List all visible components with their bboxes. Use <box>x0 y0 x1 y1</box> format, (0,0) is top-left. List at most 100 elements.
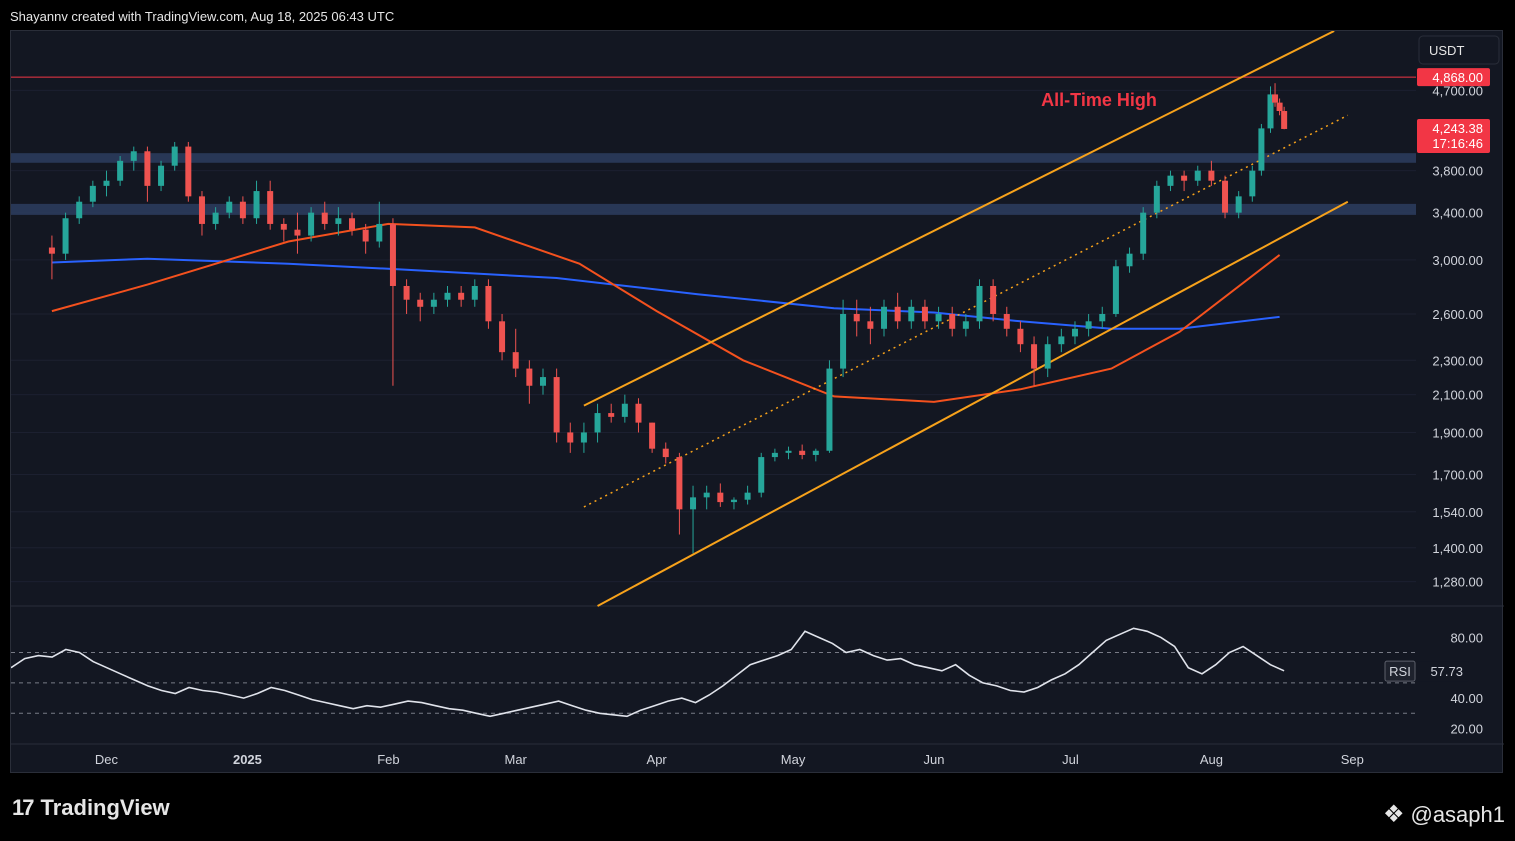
candle-body <box>158 165 165 186</box>
rsi-value-badge <box>1417 661 1469 682</box>
chart-credit: Shayannv created with TradingView.com, A… <box>10 9 395 24</box>
candle-body <box>1272 94 1279 103</box>
candle-body <box>239 201 246 219</box>
candle-body <box>171 146 178 166</box>
rsi-pane: 80.00 40.00 20.00 RSI 57.73 <box>10 627 1483 736</box>
candle-body <box>1167 175 1174 186</box>
price-tick-label: 2,300.00 <box>1432 353 1483 368</box>
candle-body <box>867 321 874 329</box>
time-tick-label: Sep <box>1341 752 1364 767</box>
ath-price-label: 4,868.00 <box>1432 70 1483 85</box>
channel-mid-line <box>583 114 1349 508</box>
candle-body <box>962 321 969 329</box>
candle-body <box>1112 266 1119 314</box>
candle-body <box>471 285 478 300</box>
candle-body <box>362 229 369 242</box>
candle-body <box>608 413 615 417</box>
rsi-line <box>10 627 1285 718</box>
candle-body <box>908 306 915 322</box>
candle-body <box>1281 111 1288 129</box>
candle-body <box>990 285 997 314</box>
time-tick-label: Jun <box>924 752 945 767</box>
candle-body <box>308 212 315 236</box>
candle-body <box>1258 128 1265 171</box>
candle-body <box>1017 328 1024 345</box>
candle-body <box>1140 212 1147 254</box>
candle-body <box>430 299 437 307</box>
candle-body <box>1194 170 1201 181</box>
candle-body <box>267 191 274 224</box>
time-tick-label: May <box>781 752 806 767</box>
price-chart[interactable]: 4,868.00 4,700.00 3,800.00 3,400.00 3,000.0… <box>10 30 1504 774</box>
rsi-name-badge <box>1384 660 1416 682</box>
candle-body <box>253 191 260 219</box>
candle-body <box>539 377 546 386</box>
candle-body <box>744 492 751 500</box>
candle-body <box>840 313 847 369</box>
candle-body <box>458 292 465 300</box>
watermark-handle: @asaph1 <box>1410 801 1505 827</box>
candle-body <box>117 160 124 181</box>
candle-body <box>376 223 383 242</box>
channel-lower-line <box>597 200 1349 607</box>
last-price-badge <box>1417 118 1490 153</box>
price-tick-label: 1,400.00 <box>1432 541 1483 556</box>
currency-label: USDT <box>1429 43 1464 58</box>
time-tick-label: Jul <box>1062 752 1079 767</box>
support-zones <box>11 153 1416 215</box>
candle-body <box>62 218 69 254</box>
candle-body <box>1153 185 1160 213</box>
ath-price-badge <box>1417 68 1490 87</box>
moving-average-line <box>51 257 1280 330</box>
price-tick-label: 2,100.00 <box>1432 388 1483 403</box>
candle-body <box>130 151 137 161</box>
countdown-label: 17:16:46 <box>1432 136 1483 151</box>
candle-body <box>349 218 356 230</box>
price-tick-label: 3,800.00 <box>1432 164 1483 179</box>
candle-body <box>799 450 806 455</box>
time-tick-label: Apr <box>647 752 668 767</box>
price-tick-label: 3,400.00 <box>1432 206 1483 221</box>
price-axis: 4,700.00 3,800.00 3,400.00 3,000.00 2,600.00… <box>1417 83 1490 590</box>
candle-body <box>812 450 819 455</box>
price-tick-label: 1,280.00 <box>1432 575 1483 590</box>
chart-panel[interactable]: 4,868.00 4,700.00 3,800.00 3,400.00 3,000.0… <box>10 30 1504 774</box>
candle-body <box>1031 344 1038 369</box>
candle-body <box>635 403 642 423</box>
candles <box>48 83 1288 554</box>
candle-body <box>144 151 151 186</box>
candle-body <box>553 377 560 433</box>
candle-body <box>881 306 888 329</box>
candle-body <box>294 229 301 236</box>
price-tick-label: 4,700.00 <box>1432 83 1483 98</box>
rsi-tick-label: 20.00 <box>1450 721 1483 736</box>
candle-body <box>785 450 792 453</box>
currency-badge[interactable]: USDT <box>1418 35 1500 65</box>
moving-averages <box>51 222 1281 403</box>
candle-body <box>1235 196 1242 213</box>
time-tick-label: Feb <box>377 752 399 767</box>
candle-body <box>1267 94 1274 129</box>
candle-body <box>1099 313 1106 322</box>
candle-body <box>280 223 287 230</box>
candle-body <box>444 292 451 300</box>
candle-body <box>894 306 901 322</box>
binance-diamond-icon: ❖ <box>1382 801 1405 828</box>
candle-body <box>662 448 669 458</box>
time-tick-label: Mar <box>505 752 528 767</box>
candle-body <box>580 432 587 443</box>
price-tick-label: 1,700.00 <box>1432 467 1483 482</box>
time-tick-label: 2025 <box>233 752 262 767</box>
all-time-high-label: All-Time High <box>1041 90 1157 110</box>
time-tick-label: Aug <box>1200 752 1223 767</box>
candle-body <box>526 368 533 386</box>
candle-body <box>717 492 724 503</box>
candle-body <box>185 146 192 197</box>
all-time-high-line: 4,868.00 <box>11 68 1490 87</box>
price-tick-label: 3,000.00 <box>1432 253 1483 268</box>
candle-body <box>621 403 628 417</box>
candle-body <box>976 285 983 322</box>
candle-body <box>1208 170 1215 181</box>
candle-body <box>567 432 574 443</box>
candle-body <box>403 285 410 300</box>
